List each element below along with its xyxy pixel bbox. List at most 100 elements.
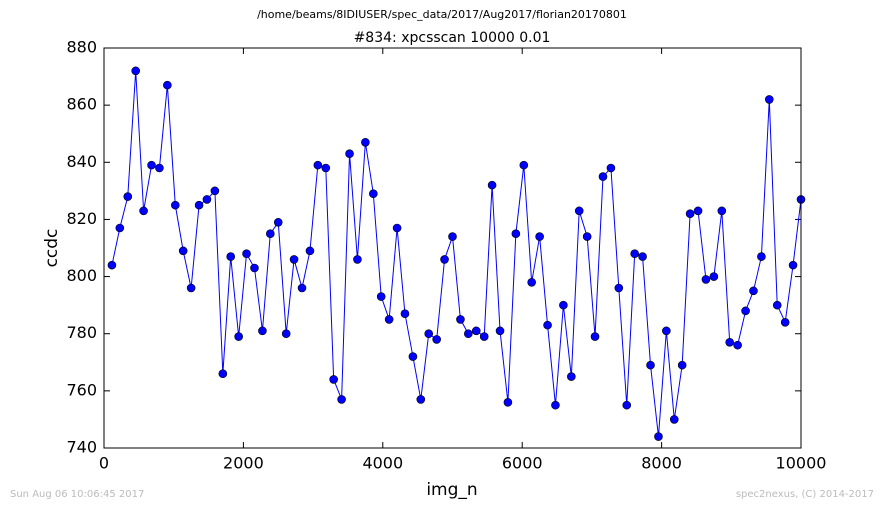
footer-left: Sun Aug 06 10:06:45 2017 xyxy=(10,489,144,500)
point xyxy=(646,360,655,370)
y-tick-label: 760 xyxy=(66,380,97,399)
point xyxy=(178,246,188,256)
point xyxy=(487,180,497,190)
point xyxy=(234,332,243,341)
point xyxy=(139,206,148,216)
point xyxy=(677,360,687,370)
point xyxy=(669,415,679,424)
point xyxy=(709,272,719,281)
point xyxy=(701,275,711,284)
point xyxy=(630,249,639,259)
point xyxy=(392,223,402,233)
point xyxy=(273,217,283,227)
point xyxy=(369,189,378,199)
chart-title: #834: xpcsscan 10000 0.01 xyxy=(354,30,551,46)
point xyxy=(559,300,568,310)
x-tick-label: 0 xyxy=(99,454,109,473)
point xyxy=(218,369,228,379)
point xyxy=(614,283,624,293)
point xyxy=(448,232,457,241)
point xyxy=(622,400,632,410)
x-tick-label: 10000 xyxy=(776,454,827,473)
point xyxy=(741,306,750,316)
point xyxy=(654,432,663,441)
footer-right: spec2nexus, (C) 2014-2017 xyxy=(736,489,874,500)
point xyxy=(353,255,362,264)
point xyxy=(464,329,473,339)
point xyxy=(210,186,220,196)
point xyxy=(511,229,521,239)
x-tick-label: 6000 xyxy=(502,454,543,473)
point xyxy=(163,80,172,90)
point xyxy=(384,315,394,324)
point xyxy=(400,309,410,319)
point xyxy=(194,200,204,210)
point xyxy=(258,326,267,336)
point xyxy=(424,329,434,339)
point xyxy=(479,332,489,341)
point xyxy=(495,326,505,336)
point xyxy=(471,326,481,336)
point xyxy=(416,395,426,404)
point xyxy=(242,249,251,259)
y-tick-label: 740 xyxy=(66,438,97,457)
x-axis-label: img_n xyxy=(426,480,477,500)
point xyxy=(582,232,592,241)
plot-frame xyxy=(103,47,802,449)
point xyxy=(527,277,536,287)
point xyxy=(764,95,774,104)
point xyxy=(408,352,418,361)
point xyxy=(606,163,616,173)
point xyxy=(780,317,790,327)
point xyxy=(131,66,141,76)
point xyxy=(107,260,117,270)
point xyxy=(155,163,164,173)
point xyxy=(772,300,782,310)
point xyxy=(693,206,703,216)
point xyxy=(662,326,671,336)
point xyxy=(281,329,291,339)
point xyxy=(266,229,275,239)
x-tick-label: 8000 xyxy=(641,454,682,473)
point xyxy=(503,397,513,407)
point xyxy=(289,255,299,264)
y-tick-label: 820 xyxy=(66,209,97,228)
point xyxy=(250,263,259,273)
point xyxy=(115,223,125,233)
point xyxy=(186,283,196,293)
point xyxy=(685,209,695,219)
y-tick-label: 860 xyxy=(66,95,97,114)
point xyxy=(638,252,647,261)
point xyxy=(749,286,758,296)
point xyxy=(590,332,600,341)
point xyxy=(297,283,307,293)
point xyxy=(305,246,315,256)
point xyxy=(757,252,766,261)
point xyxy=(432,335,441,344)
point xyxy=(321,163,331,173)
point xyxy=(313,160,323,170)
point xyxy=(543,320,552,330)
point xyxy=(567,372,576,381)
point xyxy=(171,200,180,210)
y-axis-label: ccdc xyxy=(42,229,62,268)
point xyxy=(202,195,212,204)
point xyxy=(733,340,742,350)
point xyxy=(574,206,584,216)
point xyxy=(519,160,529,170)
point xyxy=(226,252,236,261)
point xyxy=(361,137,370,147)
point xyxy=(456,315,465,324)
point xyxy=(345,149,354,159)
point xyxy=(376,292,386,301)
point xyxy=(329,375,338,384)
x-tick-label: 2000 xyxy=(223,454,264,473)
point xyxy=(717,206,727,216)
x-tick-label: 4000 xyxy=(362,454,403,473)
y-tick-label: 780 xyxy=(66,323,97,342)
point xyxy=(337,395,346,404)
point xyxy=(598,172,608,181)
point xyxy=(551,400,560,410)
